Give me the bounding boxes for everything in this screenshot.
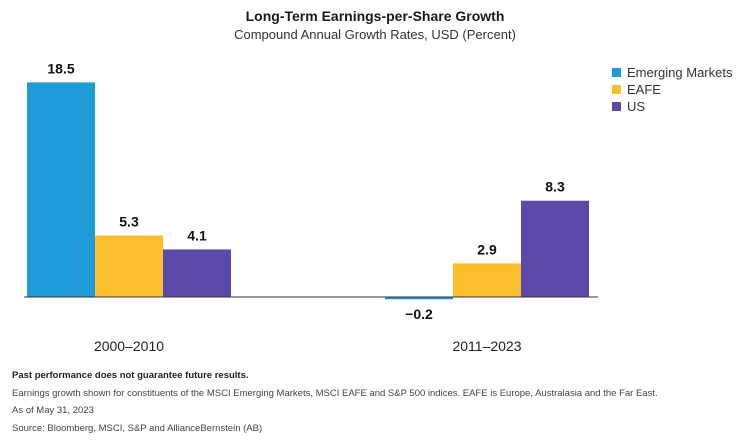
data-label-us-1: 8.3 xyxy=(545,179,565,195)
bar-us-0 xyxy=(163,249,231,297)
footnotes: Past performance does not guarantee futu… xyxy=(12,367,658,437)
legend: Emerging Markets EAFE US xyxy=(612,64,732,115)
data-label-eafe-0: 5.3 xyxy=(119,214,139,230)
legend-item-us: US xyxy=(612,98,732,114)
bar-emerging-markets-1 xyxy=(385,297,453,300)
legend-item-emerging-markets: Emerging Markets xyxy=(612,64,732,80)
bar-emerging-markets-0 xyxy=(27,82,95,298)
bar-eafe-0 xyxy=(95,235,163,297)
legend-label-eafe: EAFE xyxy=(627,81,661,97)
data-label-eafe-1: 2.9 xyxy=(477,241,497,257)
legend-swatch-emerging-markets xyxy=(612,67,621,77)
legend-label-emerging-markets: Emerging Markets xyxy=(627,64,733,80)
chart-title: Long-Term Earnings-per-Share Growth xyxy=(245,8,505,24)
legend-swatch-us xyxy=(612,101,621,111)
as-of-date: As of May 31, 2023 xyxy=(12,405,94,416)
bar-eafe-1 xyxy=(453,263,521,297)
legend-swatch-eafe xyxy=(612,84,621,94)
data-label-emerging-markets-1: −0.2 xyxy=(405,306,433,322)
disclaimer: Past performance does not guarantee futu… xyxy=(12,370,249,381)
category-label-0: 2000–2010 xyxy=(94,338,164,354)
data-label-us-0: 4.1 xyxy=(187,227,207,243)
description-note: Earnings growth shown for constituents o… xyxy=(12,387,658,399)
chart-subtitle: Compound Annual Growth Rates, USD (Perce… xyxy=(234,27,516,42)
legend-label-us: US xyxy=(627,98,646,114)
data-label-emerging-markets-0: 18.5 xyxy=(47,60,74,76)
legend-item-eafe: EAFE xyxy=(612,81,732,97)
category-label-1: 2011–2023 xyxy=(452,338,521,354)
source-note: Source: Bloomberg, MSCI, S&P and Allianc… xyxy=(12,422,263,434)
bar-us-1 xyxy=(521,200,589,297)
